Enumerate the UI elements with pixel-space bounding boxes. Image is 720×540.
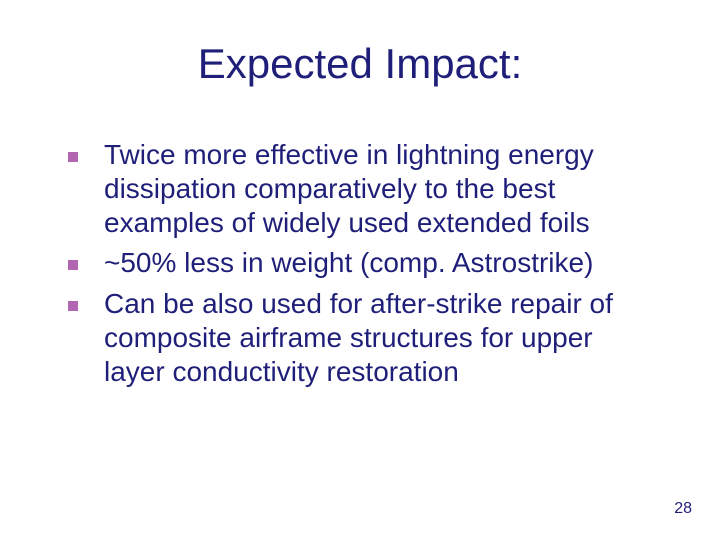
list-item: Can be also used for after-strike repair… [60,287,660,389]
bullet-text: ~50% less in weight (comp. Astrostrike) [104,247,593,278]
list-item: Twice more effective in lightning energy… [60,138,660,240]
slide: Expected Impact: Twice more effective in… [0,0,720,540]
page-number: 28 [674,500,692,518]
bullet-text: Twice more effective in lightning energy… [104,139,594,238]
slide-title: Expected Impact: [0,0,720,108]
bullet-icon [68,301,78,311]
bullet-text: Can be also used for after-strike repair… [104,288,613,387]
bullet-icon [68,260,78,270]
bullet-list: Twice more effective in lightning energy… [60,138,660,389]
list-item: ~50% less in weight (comp. Astrostrike) [60,246,660,280]
bullet-icon [68,152,78,162]
slide-content: Twice more effective in lightning energy… [0,108,720,389]
